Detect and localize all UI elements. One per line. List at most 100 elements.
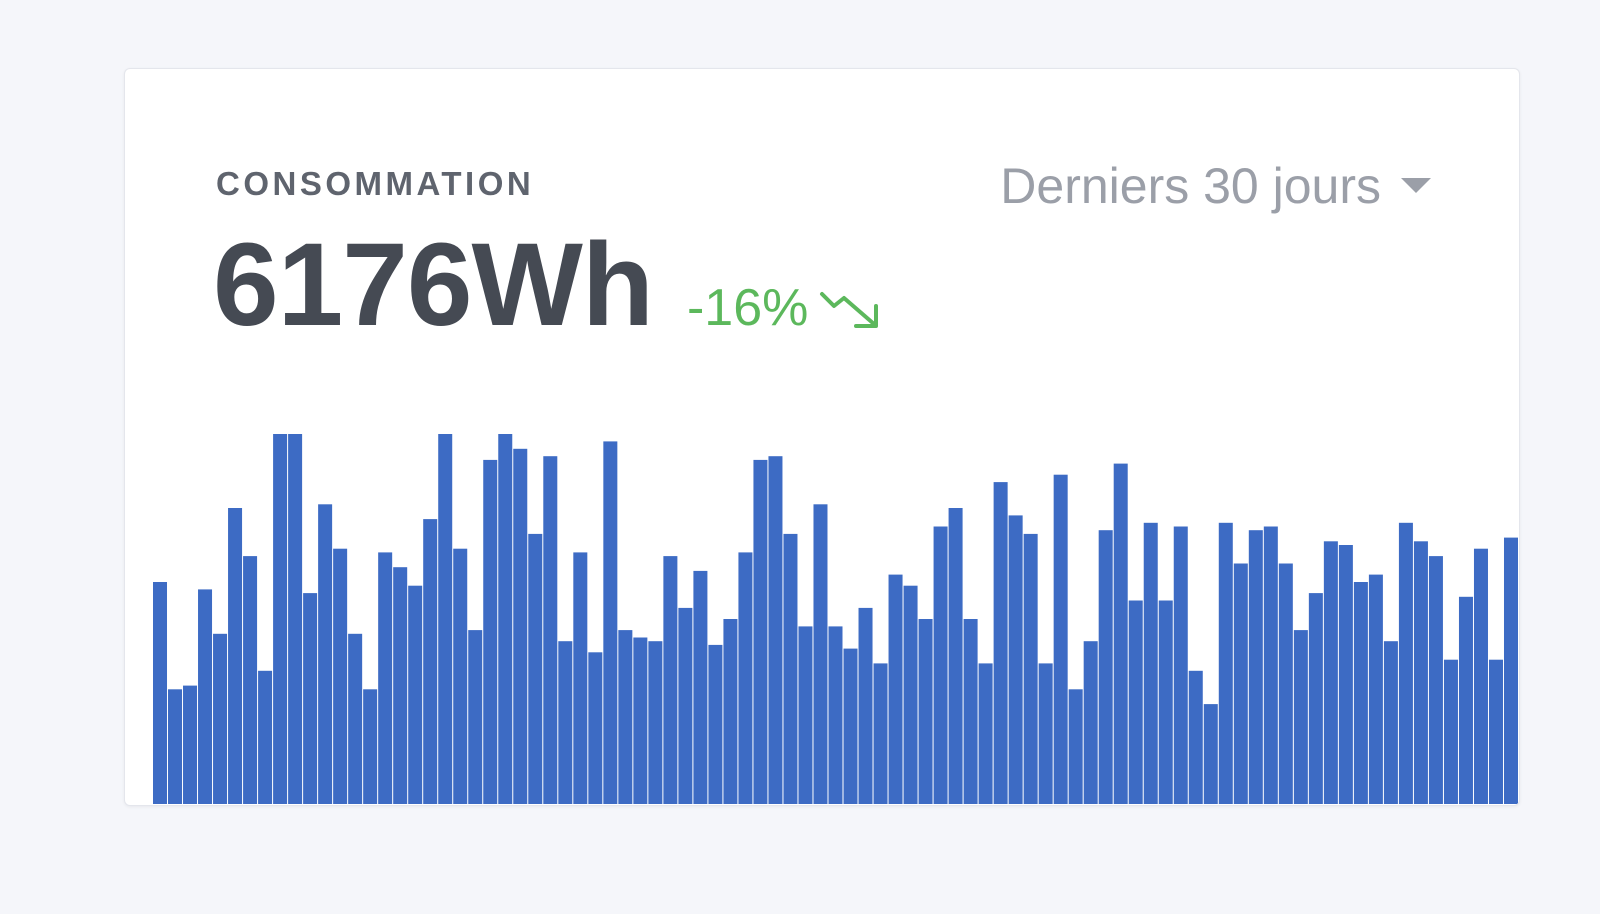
chart-bar [1383, 641, 1398, 804]
chart-bar [1278, 563, 1293, 804]
chart-bar [243, 556, 258, 804]
metric-row: 6176Wh -16% [213, 226, 882, 344]
chart-bar [378, 552, 393, 804]
consumption-card: CONSOMMATION 6176Wh -16% Derniers 30 jou… [124, 68, 1520, 806]
chart-bar [318, 504, 333, 804]
chart-bar [198, 589, 213, 804]
chart-bar [873, 663, 888, 804]
chart-bar [183, 685, 198, 804]
chart-bar [348, 633, 363, 804]
chart-bar [1473, 548, 1488, 804]
chart-bar [1323, 541, 1338, 804]
chart-bar [843, 648, 858, 804]
chart-bar [558, 641, 573, 804]
chart-bar [453, 548, 468, 804]
chart-bar [918, 619, 933, 804]
chart-bar [288, 434, 303, 804]
consumption-bar-chart [153, 434, 1518, 804]
chart-bar [1248, 530, 1263, 804]
chart-bar [903, 585, 918, 804]
chart-bar [663, 556, 678, 804]
chart-bar [1068, 689, 1083, 804]
chart-bar [678, 607, 693, 804]
consumption-value: 6176Wh [213, 219, 654, 351]
chart-bar [333, 548, 348, 804]
chart-bar [1188, 670, 1203, 804]
chart-bar [618, 630, 633, 804]
chart-bar [828, 626, 843, 804]
chart-bar [528, 533, 543, 804]
chart-bar [423, 519, 438, 804]
trend-down-icon [818, 286, 882, 330]
chart-bar [768, 456, 783, 804]
chart-bar [1398, 522, 1413, 804]
chart-bar [1218, 522, 1233, 804]
chart-bar [543, 456, 558, 804]
chart-bar [1113, 463, 1128, 804]
chart-bar [573, 552, 588, 804]
chart-bar [708, 644, 723, 804]
delta-indicator: -16% [687, 282, 882, 334]
period-dropdown[interactable]: Derniers 30 jours [1000, 161, 1431, 211]
chart-bar [1308, 593, 1323, 804]
chart-bar [1233, 563, 1248, 804]
chart-bar [1353, 582, 1368, 804]
chart-bar [798, 626, 813, 804]
chart-bar [258, 670, 273, 804]
delta-percent: -16% [686, 279, 809, 337]
chart-bar [1443, 659, 1458, 804]
card-title: CONSOMMATION [216, 165, 535, 202]
chart-bar [303, 593, 318, 804]
chart-bar [933, 526, 948, 804]
chart-bar [1008, 515, 1023, 804]
chart-bar [603, 441, 618, 804]
chart-bar [228, 508, 243, 804]
chart-bar [633, 637, 648, 804]
chart-bar [813, 504, 828, 804]
chart-bar [1488, 659, 1503, 804]
chart-bar [978, 663, 993, 804]
chart-bar [1338, 545, 1353, 804]
chart-bar [738, 552, 753, 804]
chart-bar [723, 619, 738, 804]
period-label: Derniers 30 jours [1000, 158, 1381, 214]
chart-bar [168, 689, 183, 804]
chart-bar [1143, 522, 1158, 804]
chart-bar [588, 652, 603, 804]
chart-bar [693, 570, 708, 804]
chart-bar [1128, 600, 1143, 804]
chart-bar [1158, 600, 1173, 804]
chart-bar [783, 533, 798, 804]
chart-bar [648, 641, 663, 804]
chart-bar [1458, 596, 1473, 804]
chart-bar [483, 459, 498, 804]
chart-bar [1293, 630, 1308, 804]
chart-bar [1263, 526, 1278, 804]
chart-bar [513, 448, 528, 804]
chart-bar [1173, 526, 1188, 804]
chart-bar [498, 434, 513, 804]
chart-bar [963, 619, 978, 804]
chart-bar [273, 434, 288, 804]
chart-bar [153, 582, 168, 804]
chart-bar [1083, 641, 1098, 804]
chart-bar [363, 689, 378, 804]
chart-bar [1203, 704, 1218, 804]
chart-bar [1428, 556, 1443, 804]
chart-bar [1368, 574, 1383, 804]
chart-bar [438, 434, 453, 804]
chart-bar [1038, 663, 1053, 804]
chart-bar [993, 482, 1008, 804]
chart-bar [1503, 537, 1518, 804]
chart-bar [888, 574, 903, 804]
chart-bar [1053, 474, 1068, 804]
chart-bar [393, 567, 408, 804]
chart-bar [408, 585, 423, 804]
caret-down-icon [1401, 178, 1431, 194]
chart-bar [213, 633, 228, 804]
chart-bar [948, 508, 963, 804]
chart-bar [1413, 541, 1428, 804]
chart-bar [468, 630, 483, 804]
chart-bar [1098, 530, 1113, 804]
chart-bar [1023, 533, 1038, 804]
